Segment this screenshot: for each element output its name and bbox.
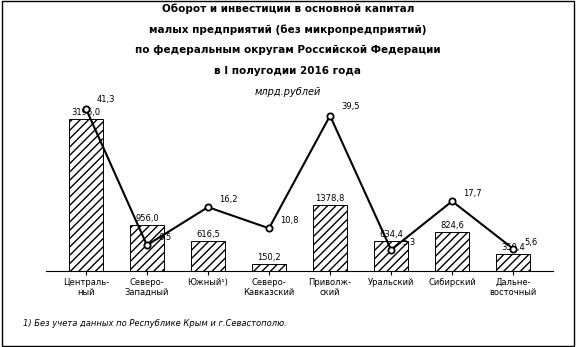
Text: 1378,8: 1378,8 [315,194,344,203]
Bar [374,240,408,271]
Bar [191,242,225,271]
Text: 41,3: 41,3 [97,95,115,104]
Text: малых предприятий (без микропредприятий): малых предприятий (без микропредприятий) [149,24,427,35]
Text: 956,0: 956,0 [135,214,159,223]
Text: 5,3: 5,3 [402,238,415,247]
Text: в I полугодии 2016 года: в I полугодии 2016 года [214,66,362,76]
Text: 5,6: 5,6 [524,238,537,247]
Text: 3196,0: 3196,0 [71,108,100,117]
Text: 616,5: 616,5 [196,230,220,239]
Text: 39,5: 39,5 [341,102,359,111]
Text: 634,4: 634,4 [379,230,403,239]
Text: по федеральным округам Российской Федерации: по федеральным округам Российской Федера… [135,45,441,55]
Text: 350,4: 350,4 [501,243,525,252]
Bar [313,205,347,271]
Text: 6,5: 6,5 [158,233,171,242]
Text: 16,2: 16,2 [219,195,237,204]
Text: Оборот и инвестиции в основной капитал: Оборот и инвестиции в основной капитал [162,3,414,14]
Bar [69,119,103,271]
Bar [497,254,530,271]
Text: млрд.рублей: млрд.рублей [255,87,321,97]
Text: 17,7: 17,7 [463,189,482,198]
Text: 824,6: 824,6 [440,221,464,230]
Text: 1) Без учета данных по Республике Крым и г.Севастополю.: 1) Без учета данных по Республике Крым и… [23,319,287,328]
Text: 10,8: 10,8 [280,216,298,225]
Bar [130,225,164,271]
Bar [435,231,469,271]
Bar [252,263,286,271]
Text: 150,2: 150,2 [257,253,281,262]
